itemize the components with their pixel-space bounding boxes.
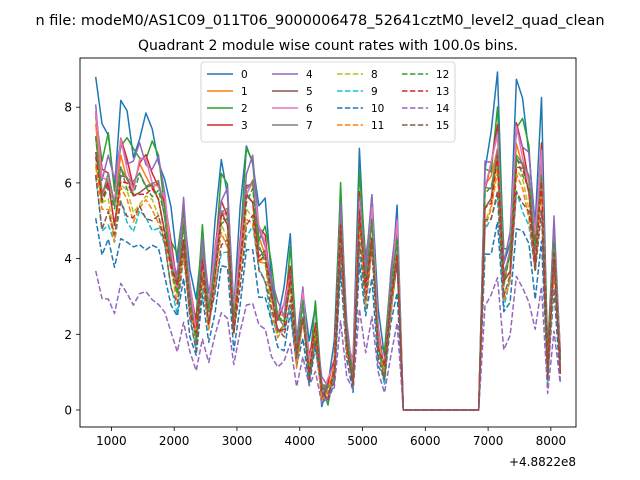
legend-label: 6 bbox=[306, 103, 313, 115]
x-tick-label: 1000 bbox=[96, 434, 127, 448]
legend-label: 14 bbox=[436, 103, 450, 115]
series-line-15 bbox=[94, 174, 562, 411]
legend-label: 3 bbox=[241, 120, 248, 132]
legend-label: 15 bbox=[436, 120, 449, 132]
legend-label: 10 bbox=[371, 103, 384, 115]
x-tick-label: 8000 bbox=[536, 434, 567, 448]
figure-suptitle: n file: modeM0/AS1C09_011T06_9000006478_… bbox=[35, 13, 604, 29]
y-axis: 0 2 4 6 8 bbox=[64, 101, 80, 417]
legend-label: 9 bbox=[371, 86, 378, 98]
series-line-9 bbox=[94, 176, 562, 411]
series-line-13 bbox=[94, 154, 562, 411]
chart-title: Quadrant 2 module wise count rates with … bbox=[138, 38, 518, 54]
legend-label: 8 bbox=[371, 69, 378, 81]
y-tick-label: 0 bbox=[64, 403, 72, 417]
x-tick-label: 6000 bbox=[410, 434, 441, 448]
plot-frame bbox=[79, 57, 577, 428]
x-tick-label: 5000 bbox=[347, 434, 378, 448]
y-tick-label: 6 bbox=[64, 176, 72, 190]
legend-label: 12 bbox=[436, 69, 449, 81]
x-tick-label: 3000 bbox=[222, 434, 253, 448]
legend-label: 5 bbox=[306, 86, 313, 98]
legend-label: 2 bbox=[241, 103, 248, 115]
legend-label: 13 bbox=[436, 86, 449, 98]
x-tick-label: 7000 bbox=[473, 434, 504, 448]
series-layer bbox=[94, 71, 562, 411]
legend-box bbox=[200, 61, 456, 143]
x-axis: 1000 2000 3000 4000 5000 6000 7000 8000 bbox=[96, 427, 566, 448]
legend-label: 1 bbox=[241, 86, 248, 98]
legend-label: 11 bbox=[371, 120, 384, 132]
x-tick-label: 2000 bbox=[159, 434, 190, 448]
legend-label: 7 bbox=[306, 120, 313, 132]
x-offset-label: +4.8822e8 bbox=[509, 455, 576, 469]
legend-label: 0 bbox=[241, 69, 248, 81]
y-tick-label: 8 bbox=[64, 101, 72, 115]
legend-label: 4 bbox=[306, 69, 313, 81]
y-tick-label: 4 bbox=[64, 252, 72, 266]
series-line-14 bbox=[94, 270, 562, 411]
y-tick-label: 2 bbox=[64, 328, 72, 342]
x-tick-label: 4000 bbox=[284, 434, 315, 448]
